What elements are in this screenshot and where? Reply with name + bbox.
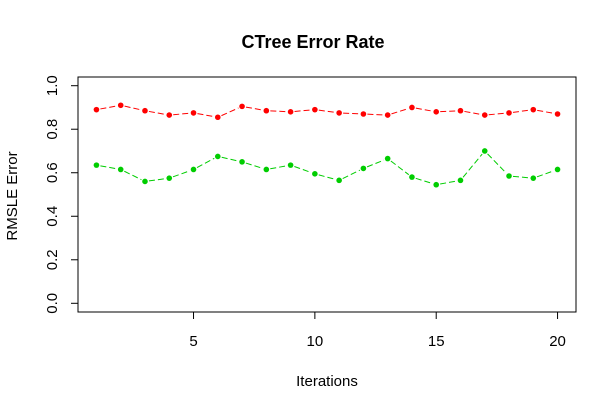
- series-2-segment: [415, 177, 433, 184]
- series-1-segment: [391, 108, 409, 115]
- series-1-segment: [221, 107, 239, 117]
- series-2-point: [166, 175, 173, 181]
- series-2-point: [433, 181, 440, 188]
- y-tick-label: 0.8: [44, 119, 61, 140]
- x-tick-label: 15: [428, 333, 445, 350]
- y-tick-label: 0.0: [44, 293, 61, 314]
- series-1-point: [481, 112, 488, 118]
- series-2-segment: [366, 159, 385, 168]
- series-1-segment: [488, 112, 506, 116]
- series-2-point: [190, 166, 197, 173]
- series-2-segment: [390, 160, 410, 176]
- y-axis: 0.0 0.2 0.4 0.6 0.8 1.0: [44, 75, 79, 314]
- series-1-segment: [148, 110, 166, 115]
- series-1-segment: [440, 110, 457, 113]
- series-1-segment: [294, 109, 311, 112]
- series-1-point: [530, 106, 537, 113]
- series-2-segment: [245, 162, 263, 169]
- series-1-segment: [100, 105, 117, 110]
- series-1-segment: [197, 113, 214, 118]
- series-2-point: [93, 162, 100, 168]
- series-1-segment: [318, 109, 336, 113]
- series-1-point: [506, 110, 512, 116]
- series-1-segment: [537, 109, 554, 114]
- chart-title: CTree Error Rate: [241, 32, 384, 52]
- series-2-segment: [318, 174, 336, 180]
- series-2-segment: [487, 153, 507, 174]
- series-1-point: [166, 112, 173, 118]
- y-tick-label: 0.2: [44, 249, 61, 270]
- series-2-point: [142, 178, 148, 185]
- series-2-segment: [100, 165, 117, 170]
- series-1: [93, 102, 561, 121]
- series-1-point: [142, 107, 148, 114]
- x-tick-label: 20: [549, 333, 566, 350]
- series-1-point: [457, 107, 464, 114]
- series-2-point: [409, 174, 415, 180]
- series-1-segment: [343, 112, 360, 115]
- series-1-segment: [270, 110, 287, 113]
- series-2-segment: [124, 170, 142, 181]
- series-2-segment: [221, 156, 239, 162]
- x-tick-label: 10: [307, 333, 324, 350]
- y-tick-label: 0.6: [44, 162, 61, 183]
- series-2-point: [506, 173, 512, 179]
- series-1-point: [263, 107, 270, 114]
- series-2-point: [312, 171, 318, 177]
- x-axis-label: Iterations: [296, 373, 358, 390]
- series-2-segment: [294, 166, 312, 173]
- series-1-point: [117, 102, 124, 109]
- series-1-point: [336, 110, 342, 116]
- series-2-segment: [270, 165, 287, 170]
- series-1-point: [287, 109, 294, 115]
- series-2-segment: [462, 153, 483, 178]
- y-tick-label: 1.0: [44, 75, 61, 96]
- x-tick-label: 5: [189, 333, 197, 350]
- series-1-segment: [367, 113, 384, 116]
- series-2-segment: [536, 170, 554, 178]
- x-axis: 5 10 15 20: [189, 311, 566, 350]
- series-2-point: [263, 166, 270, 173]
- series-1-segment: [415, 107, 433, 112]
- series-1-segment: [173, 112, 190, 116]
- series-1-point: [409, 104, 415, 111]
- series-2-segment: [196, 157, 215, 169]
- series-1-point: [360, 111, 367, 117]
- series-1-segment: [124, 105, 142, 111]
- series-1-segment: [464, 110, 481, 115]
- series-1-segment: [245, 106, 263, 111]
- series-2-segment: [172, 170, 190, 178]
- series-2-point: [117, 166, 124, 173]
- series-1-point: [190, 110, 197, 116]
- series-1-point: [384, 112, 391, 118]
- series-1-point: [312, 106, 318, 113]
- series-1-point: [214, 114, 221, 121]
- series-2-point: [360, 165, 367, 172]
- series-2-point: [384, 155, 391, 162]
- series-1-point: [433, 109, 440, 115]
- series-layer: [93, 102, 561, 188]
- series-2-point: [336, 177, 342, 184]
- series-2-point: [214, 153, 221, 160]
- series-1-point: [239, 103, 245, 110]
- series-2-segment: [342, 169, 361, 180]
- series-2-segment: [440, 180, 457, 185]
- series-1-point: [93, 106, 100, 113]
- series-2-point: [554, 166, 561, 173]
- series-2-point: [457, 177, 464, 184]
- series-2-segment: [148, 178, 166, 182]
- series-2-point: [481, 148, 488, 154]
- series-2-point: [530, 175, 537, 181]
- series-2-segment: [512, 175, 530, 179]
- series-1-segment: [512, 109, 530, 113]
- series-1-point: [554, 111, 561, 117]
- series-2: [93, 148, 561, 188]
- series-2-point: [287, 162, 294, 168]
- y-tick-label: 0.4: [44, 206, 61, 227]
- y-axis-label: RMSLE Error: [4, 151, 21, 240]
- series-2-point: [239, 159, 245, 165]
